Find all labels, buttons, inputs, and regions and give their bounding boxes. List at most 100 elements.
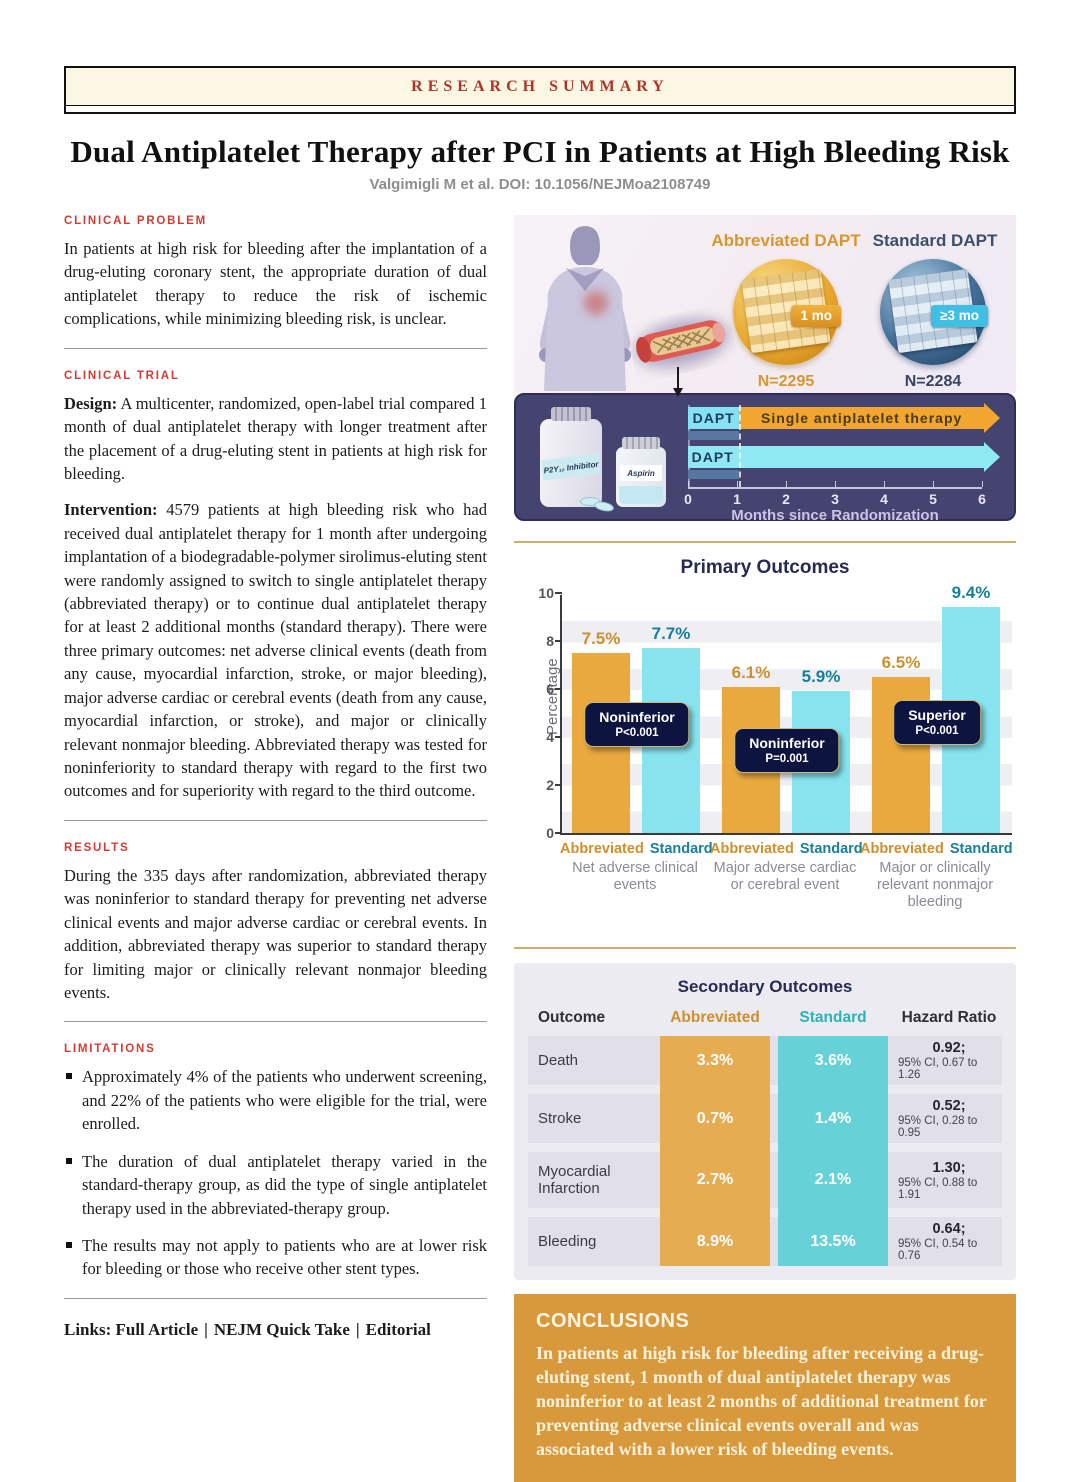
outcome-cell: Death (528, 1036, 660, 1085)
timeline-tick-label: 2 (782, 491, 790, 507)
section-clinical-trial: CLINICAL TRIAL Design: A multicenter, ra… (64, 370, 487, 803)
abbreviated-n: N=2295 (757, 373, 815, 390)
standard-dapt-label: Standard DAPT (872, 231, 998, 250)
outcome-description: Major adverse cardiac or cerebral event (713, 860, 857, 894)
timeline-axis-label: Months since Randomization (731, 507, 939, 524)
standard-n: N=2284 (904, 373, 962, 390)
cell-gap (770, 1094, 778, 1143)
medication-bottles: P2Y₁₂ Inhibitor Aspirin (532, 405, 682, 513)
y-tick-mark (555, 784, 562, 786)
text-column: CLINICAL PROBLEM In patients at high ris… (64, 215, 487, 1482)
chart-title: Primary Outcomes (680, 557, 850, 578)
citation: Valgimigli M et al. DOI: 10.1056/NEJMoa2… (369, 176, 711, 193)
abbreviated-value-cell: 3.3% (696, 1051, 734, 1069)
significance-badge: Noninferior P=0.001 (734, 728, 840, 773)
standard-value-cell: 2.1% (814, 1171, 852, 1188)
single-therapy-arrow: Single antiplatelet therapy (739, 403, 1000, 433)
outcome-description: Major or clinically relevant nonmajor bl… (876, 860, 994, 911)
aspirin-label: Aspirin (620, 465, 662, 481)
chart-group: 6.1% 5.9% Noninferior P=0.001 (712, 595, 862, 833)
link-editorial[interactable]: Editorial (365, 1319, 431, 1339)
cell-gap (770, 1036, 778, 1085)
x-axis-labels: Abbreviated Standard Net adverse clinical … (560, 841, 1016, 927)
links-line: Links: Full Article | NEJM Quick Take | Edit… (64, 1320, 487, 1340)
y-tick-label: 8 (546, 633, 554, 649)
cell-gap (888, 1094, 896, 1143)
down-arrow-icon (673, 367, 683, 397)
intervention-paragraph: Intervention: 4579 patients at high blee… (64, 500, 487, 801)
badge-pvalue: P=0.001 (765, 753, 809, 765)
results-body: During the 335 days after randomization,… (64, 865, 487, 1002)
aspirin-jar-icon: Aspirin (616, 437, 666, 507)
link-separator: | (355, 1319, 360, 1339)
chart-group: 7.5% 7.7% Noninferior P<0.001 (562, 595, 712, 833)
abbreviated-value-cell: 0.7% (696, 1109, 734, 1127)
figure-column: Abbreviated DAPT Standard DAPT 1 mo ≥3 m… (514, 215, 1016, 1482)
y-tick-label: 4 (546, 729, 554, 745)
bar-value-standard: 9.4% (951, 583, 991, 603)
bar-value-abbreviated: 6.5% (881, 653, 921, 672)
y-tick-mark (555, 592, 562, 594)
abbreviated-series-label: Abbreviated (710, 841, 794, 857)
hazard-ratio-ci: 95% CI, 0.88 to 1.91 (898, 1176, 978, 1201)
timeline-tick-label: 3 (831, 491, 839, 507)
outcome-cell: Bleeding (528, 1217, 660, 1266)
group-x-label: Abbreviated Standard Major adverse cardiac… (710, 841, 863, 894)
chart-group: 6.5% 9.4% Superior P<0.001 (862, 583, 1012, 833)
hazard-ratio-value: 0.52; (932, 1098, 966, 1114)
hazard-ratio-ci: 95% CI, 0.54 to 0.76 (898, 1238, 978, 1262)
results-heading: RESULTS (64, 841, 130, 854)
abbreviated-duration-badge: 1 mo (791, 305, 841, 327)
limitations-heading: LIMITATIONS (64, 1043, 156, 1056)
hazard-ratio-ci: 95% CI, 0.67 to 1.26 (898, 1057, 978, 1081)
standard-value-cell: 1.4% (814, 1109, 852, 1127)
clinical-problem-body: In patients at high risk for bleeding af… (64, 239, 487, 329)
link-separator: | (204, 1319, 208, 1339)
link-full-article[interactable]: Full Article (115, 1319, 199, 1339)
section-clinical-problem: CLINICAL PROBLEM In patients at high ris… (64, 215, 487, 331)
design-label: Design: (64, 393, 118, 413)
hazard-ratio-value: 1.30; (932, 1159, 966, 1176)
standard-value-cell: 13.5% (810, 1232, 856, 1250)
standard-column-band (778, 1036, 888, 1266)
hazard-ratio-ci: 95% CI, 0.28 to 0.95 (898, 1115, 978, 1139)
table-row: Stroke 0.7% 1.4% 0.52; 95% CI, 0.28 to 0.95 (528, 1094, 1002, 1143)
bar-value-abbreviated: 7.5% (581, 629, 621, 648)
article-title: Dual Antiplatelet Therapy after PCI in P… (70, 134, 1010, 169)
limitation-item: The results may not apply to patients wh… (64, 1234, 487, 1281)
table-row: Death 3.3% 3.6% 0.92; 95% CI, 0.67 to 1.26 (528, 1036, 1002, 1085)
limitations-list: Approximately 4% of the patients who und… (64, 1065, 487, 1280)
stent-illustration (634, 318, 730, 368)
bar-value-abbreviated: 6.1% (731, 662, 771, 682)
link-nejm-quick-take[interactable]: NEJM Quick Take (213, 1319, 350, 1339)
badge-pvalue: P<0.001 (915, 725, 959, 737)
secondary-outcomes-table: Secondary Outcomes Outcome Abbreviated S… (514, 963, 1016, 1280)
conclusions-panel: CONCLUSIONS In patients at high risk for… (514, 1294, 1016, 1482)
cell-gap (888, 1152, 896, 1208)
conclusions-body: In patients at high risk for bleeding af… (536, 1343, 987, 1459)
section-divider (64, 819, 487, 821)
abbreviated-column-band (660, 1036, 770, 1266)
group-x-label: Abbreviated Standard Net adverse clinical … (560, 841, 713, 894)
badge-result: Superior (908, 707, 966, 723)
table-header-row: Outcome Abbreviated Standard Hazard Rati… (538, 1009, 997, 1026)
timeline-tick-label: 4 (880, 491, 888, 507)
standard-series-label: Standard (799, 841, 863, 857)
bar-value-standard: 5.9% (801, 667, 841, 687)
standard-calendar-icon: ≥3 mo (880, 259, 988, 365)
cell-gap (770, 1217, 778, 1266)
timeline-tick-label: 0 (684, 491, 692, 507)
timeline-tick-label: 1 (733, 491, 741, 507)
badge-result: Noninferior (749, 735, 825, 751)
timeline-tick-label: 5 (929, 491, 937, 507)
bar-value-standard: 7.7% (651, 624, 691, 644)
table-title: Secondary Outcomes (677, 977, 853, 996)
badge-result: Noninferior (599, 709, 675, 725)
significance-badge: Superior P<0.001 (893, 700, 981, 745)
cell-gap (888, 1217, 896, 1266)
section-limitations: LIMITATIONS Approximately 4% of the pati… (64, 1043, 487, 1280)
limitation-item: The duration of dual antiplatelet therap… (64, 1150, 487, 1220)
abbreviated-series-label: Abbreviated (860, 841, 944, 857)
series-labels: Abbreviated Standard (560, 841, 713, 857)
timeline-figure: P2Y₁₂ Inhibitor Aspirin DAPT (514, 393, 1016, 524)
